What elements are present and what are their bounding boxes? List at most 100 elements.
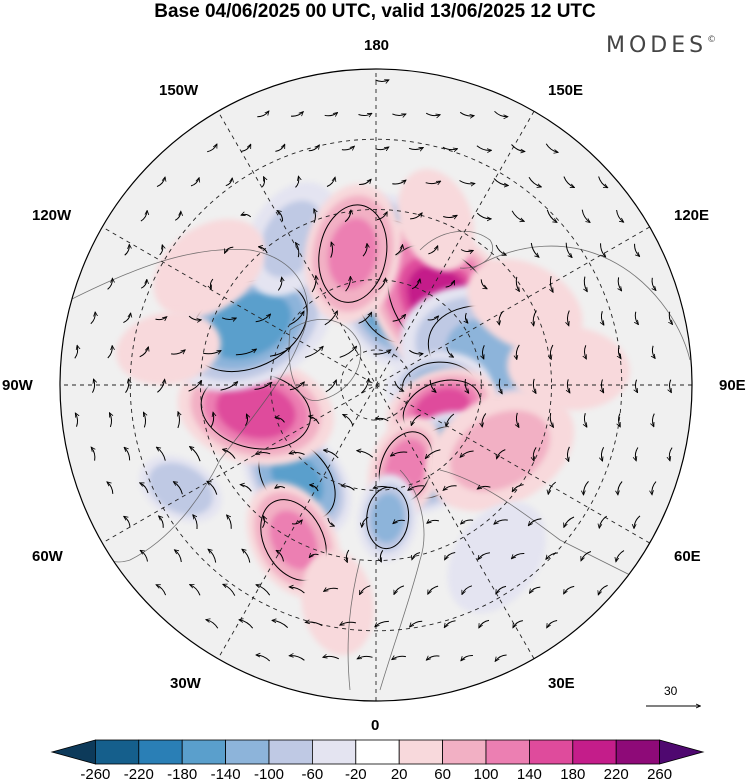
wind-vector xyxy=(459,111,474,116)
wind-vector xyxy=(244,414,247,426)
wind-vector xyxy=(295,177,299,188)
wind-vector xyxy=(460,450,474,457)
wind-vector xyxy=(528,176,541,187)
wind-vector xyxy=(461,520,474,524)
wind-vector xyxy=(327,517,334,526)
lon-label-90w: 90W xyxy=(2,377,33,394)
wind-vector xyxy=(618,277,621,290)
wind-vector xyxy=(583,481,589,494)
colorbar-swatch xyxy=(572,739,617,765)
colorbar-swatch xyxy=(50,739,96,765)
anomaly-contour xyxy=(318,204,388,303)
wind-vector xyxy=(446,346,453,357)
wind-vector xyxy=(618,481,623,495)
wind-vector xyxy=(460,249,473,252)
wind-vector xyxy=(277,211,284,222)
vector-scale-label: 30 xyxy=(664,684,678,698)
wind-vector xyxy=(412,552,421,560)
wind-vector xyxy=(314,209,316,224)
wind-vector xyxy=(188,381,202,392)
wind-vector xyxy=(635,311,638,325)
wind-vector xyxy=(358,114,372,116)
colorbar-tick-label: 180 xyxy=(560,766,586,783)
wind-vector xyxy=(533,447,537,460)
colorbar-swatch xyxy=(529,739,574,765)
wind-vector xyxy=(634,515,641,528)
lon-label-60e: 60E xyxy=(674,548,701,565)
wind-vector xyxy=(392,656,406,659)
wind-vector xyxy=(178,412,180,429)
wind-vector xyxy=(107,279,113,290)
wind-vector xyxy=(425,112,440,115)
colorbar-swatch xyxy=(355,739,400,765)
wind-vector xyxy=(493,178,508,186)
brand-name: MODES xyxy=(606,33,708,58)
wind-vector xyxy=(324,450,339,459)
wind-vector xyxy=(380,550,384,561)
colorbar-swatch xyxy=(485,739,530,765)
wind-vector xyxy=(156,585,167,596)
wind-vector xyxy=(141,551,148,562)
colorbar-tick-label: -60 xyxy=(301,766,324,783)
wind-vector xyxy=(110,413,112,428)
wind-vector xyxy=(445,620,456,628)
wind-vector xyxy=(156,177,165,188)
lon-label-150e: 150E xyxy=(548,82,584,99)
colorbar-swatch xyxy=(442,739,487,765)
wind-vector xyxy=(277,551,284,562)
wind-vector xyxy=(497,449,506,459)
wind-vector xyxy=(567,446,570,461)
wind-vector xyxy=(563,176,574,188)
colorbar-tick-label: 220 xyxy=(603,766,629,783)
wind-vector xyxy=(144,413,146,428)
wind-vector xyxy=(584,413,586,427)
wind-vector xyxy=(310,554,319,557)
wind-vector xyxy=(362,516,369,527)
wind-vector xyxy=(599,515,607,528)
wind-vector xyxy=(171,350,185,355)
anomaly-center xyxy=(116,311,221,385)
wind-vector xyxy=(140,211,147,222)
wind-vector xyxy=(392,113,405,116)
lon-label-120w: 120W xyxy=(32,207,72,224)
wind-vector xyxy=(546,209,556,222)
map-boundary xyxy=(59,68,693,702)
wind-vector xyxy=(275,145,284,152)
anomaly-center xyxy=(507,326,630,411)
wind-vector xyxy=(564,516,575,527)
wind-vector xyxy=(207,481,218,495)
wind-vector xyxy=(223,449,236,459)
wind-vector xyxy=(616,550,625,562)
wind-vector xyxy=(296,243,299,258)
wind-vector xyxy=(375,80,388,82)
lon-label-150w: 150W xyxy=(159,82,199,99)
wind-vector xyxy=(276,418,285,423)
wind-vector xyxy=(480,279,487,288)
wind-vector xyxy=(324,113,338,116)
wind-vector xyxy=(373,350,390,355)
wind-vector xyxy=(235,349,256,356)
wind-vector xyxy=(669,311,672,324)
wind-vector xyxy=(425,181,441,183)
wind-vector xyxy=(190,585,201,596)
wind-vector xyxy=(478,486,491,488)
wind-vector xyxy=(291,520,302,524)
wind-vector xyxy=(190,447,201,462)
wind-vector xyxy=(311,276,316,293)
wind-vector xyxy=(565,242,572,258)
wind-vector xyxy=(290,587,305,594)
wind-vector xyxy=(124,448,131,461)
wind-vector xyxy=(376,418,389,422)
wind-vector xyxy=(254,383,272,390)
wind-vector xyxy=(618,413,620,427)
wind-vector xyxy=(496,585,507,593)
wind-vector xyxy=(290,452,305,455)
wind-vector xyxy=(125,379,129,393)
wind-vector xyxy=(445,552,456,560)
wind-vector xyxy=(275,486,286,488)
wind-vector xyxy=(175,550,182,563)
wind-vector xyxy=(257,111,268,118)
brand-logo: MODES© xyxy=(606,33,716,58)
wind-vector xyxy=(188,315,201,320)
wind-vector xyxy=(241,145,250,152)
